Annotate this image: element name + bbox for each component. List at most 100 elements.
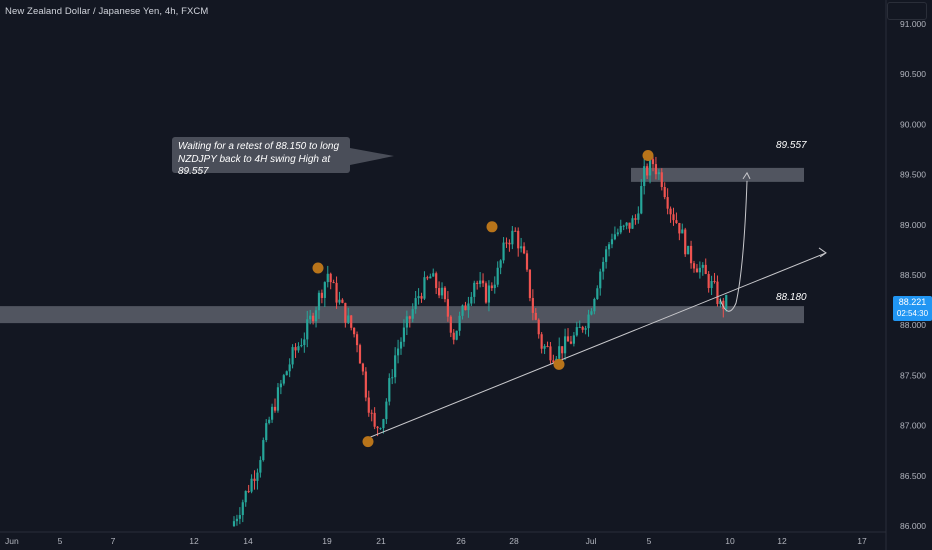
last-price-value: 88.221 xyxy=(898,297,927,307)
time-tick-label: 17 xyxy=(857,536,867,546)
candle-body xyxy=(326,273,329,283)
ascending-trendline xyxy=(368,252,827,439)
candle-body xyxy=(622,225,625,227)
candle-body xyxy=(572,335,575,344)
candle-body xyxy=(479,280,482,284)
candle-body xyxy=(250,478,253,492)
candle-body xyxy=(276,387,280,411)
candle-body xyxy=(473,282,476,297)
time-tick-label: Jul xyxy=(586,536,597,546)
candle-body xyxy=(719,300,722,304)
candle-body xyxy=(238,515,241,519)
candle-body xyxy=(440,287,444,296)
candle-body xyxy=(484,283,488,303)
time-tick-label: 26 xyxy=(456,536,466,546)
candle-body xyxy=(297,346,300,351)
candle-body xyxy=(549,346,552,361)
time-tick-label: 5 xyxy=(58,536,63,546)
candle-body xyxy=(508,242,511,245)
candle-body xyxy=(467,303,470,311)
candle-body xyxy=(364,371,367,398)
candle-body xyxy=(446,299,449,317)
candle-body xyxy=(399,341,403,349)
candle-body xyxy=(367,397,370,413)
candle-body xyxy=(648,159,652,176)
candle-body xyxy=(660,172,663,188)
candle-body xyxy=(599,271,602,289)
candle-body xyxy=(628,222,631,229)
candle-body xyxy=(247,491,250,493)
candle-body xyxy=(546,346,549,348)
time-tick-label: 14 xyxy=(243,536,253,546)
candle-body xyxy=(625,222,628,226)
candle-body xyxy=(259,460,262,473)
candle-body xyxy=(373,412,376,427)
time-axis: Jun 5 7 12 14 19 21 26 28 Jul 5 10 12 17 xyxy=(5,536,867,546)
candle-body xyxy=(490,285,493,289)
candle-body xyxy=(540,334,543,349)
resistance-zone xyxy=(631,167,804,182)
candle-body xyxy=(312,315,315,322)
candle-body xyxy=(561,346,564,354)
projection-arrowhead xyxy=(742,171,751,180)
price-tick-label: 88.000 xyxy=(900,320,926,330)
candle-body xyxy=(270,406,274,420)
candle-body xyxy=(309,315,312,320)
candle-body xyxy=(517,230,520,249)
candle-body xyxy=(279,383,282,388)
time-tick-label: 7 xyxy=(111,536,116,546)
candle-body xyxy=(646,166,649,176)
swing-markers xyxy=(312,150,654,448)
price-tick-label: 86.000 xyxy=(900,521,926,531)
candle-body xyxy=(432,273,435,277)
candle-body xyxy=(681,229,684,234)
candles-layer xyxy=(232,152,728,528)
settings-button[interactable] xyxy=(887,2,927,20)
candle-body xyxy=(610,239,614,245)
candle-body xyxy=(704,264,707,275)
candle-body xyxy=(499,260,502,268)
projection-curve xyxy=(719,180,748,312)
candle-body xyxy=(291,347,294,365)
callout-note: Waiting for a retest of 88.150 to long N… xyxy=(172,137,350,177)
candle-body xyxy=(710,281,713,289)
candle-body xyxy=(558,346,561,359)
candle-body xyxy=(282,375,285,384)
resistance-level-label: 89.557 xyxy=(776,140,807,151)
trendline-arrowhead xyxy=(818,247,827,258)
candle-body xyxy=(616,232,619,235)
candle-body xyxy=(244,491,247,503)
candle-body xyxy=(350,315,353,328)
candle-body xyxy=(528,269,532,299)
candle-body xyxy=(514,230,517,232)
candle-body xyxy=(417,296,420,299)
candle-body xyxy=(320,292,323,298)
candle-body xyxy=(520,246,523,249)
candle-body xyxy=(481,280,485,284)
candle-body xyxy=(607,244,611,250)
candle-body xyxy=(584,328,587,330)
candle-body xyxy=(458,315,461,331)
candle-body xyxy=(435,273,438,289)
time-tick-label: 21 xyxy=(376,536,386,546)
candle-body xyxy=(300,345,303,347)
candle-body xyxy=(329,273,332,283)
candle-body xyxy=(689,245,693,264)
candle-body xyxy=(370,412,373,414)
candle-body xyxy=(476,282,479,284)
candle-body xyxy=(669,208,672,215)
last-price-tag: 88.221 02:54:30 xyxy=(893,296,932,321)
candle-body xyxy=(578,326,581,328)
candle-body xyxy=(684,229,687,255)
candle-body xyxy=(361,363,365,372)
callout-pointer xyxy=(350,148,394,165)
candle-body xyxy=(402,327,406,342)
candle-body xyxy=(537,319,540,335)
time-tick-label: Jun xyxy=(5,536,19,546)
candle-body xyxy=(265,423,268,441)
time-tick-label: 28 xyxy=(509,536,519,546)
candle-body xyxy=(657,172,660,175)
price-tick-label: 87.500 xyxy=(900,370,926,380)
candle-body xyxy=(470,296,473,304)
